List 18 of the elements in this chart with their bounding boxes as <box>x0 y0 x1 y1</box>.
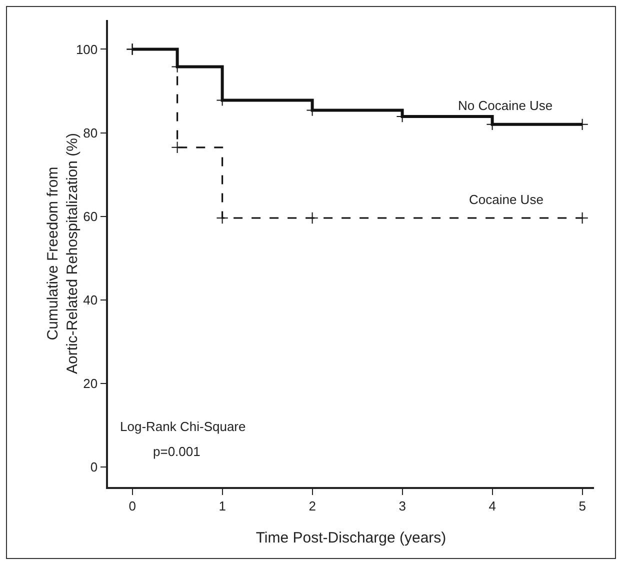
y-tick-label: 40 <box>83 292 98 308</box>
x-tick-label: 3 <box>398 498 406 514</box>
y-tick-label: 100 <box>76 42 98 57</box>
annotation: Log-Rank Chi-Square <box>120 419 246 434</box>
series-label: Cocaine Use <box>469 192 544 207</box>
y-tick-label: 0 <box>90 460 98 474</box>
y-tick-label: 80 <box>83 125 98 140</box>
x-tick-label: 1 <box>218 498 226 514</box>
x-tick-label: 4 <box>488 498 496 514</box>
x-tick-label: 5 <box>578 498 586 514</box>
y-tick-label: 60 <box>83 208 98 224</box>
y-tick-label: 20 <box>83 376 98 391</box>
series-label: No Cocaine Use <box>458 98 553 113</box>
x-axis-title: Time Post-Discharge (years) <box>256 530 446 546</box>
y-axis-title: Cumulative Freedom from Aortic-Related Rehospitalization (%) <box>44 133 82 374</box>
x-tick-label: 0 <box>128 498 136 514</box>
x-tick-label: 2 <box>308 498 316 514</box>
annotation: p=0.001 <box>153 444 200 459</box>
